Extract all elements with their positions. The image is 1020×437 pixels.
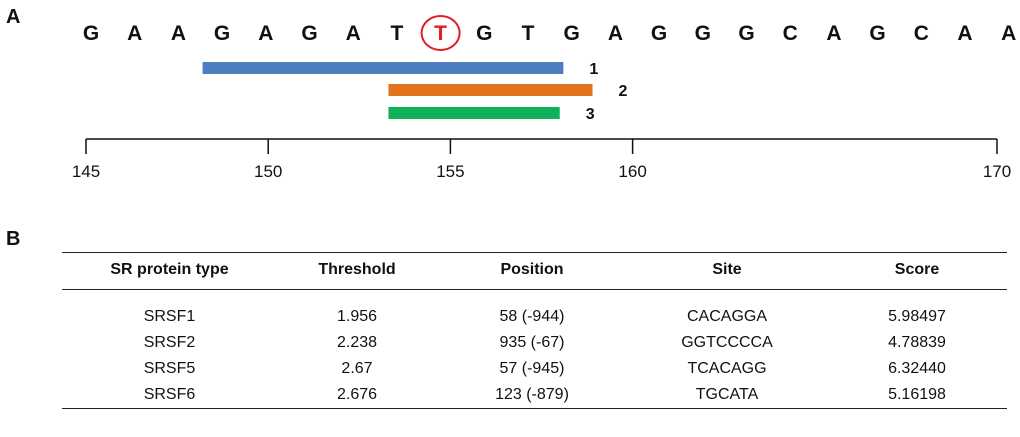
nucleotide: A bbox=[127, 22, 142, 45]
cell-threshold: 2.67 bbox=[341, 360, 373, 377]
cell-score: 4.78839 bbox=[888, 334, 946, 351]
table-row: SRSF6 2.676 123 (-879) TGCATA 5.16198 bbox=[62, 382, 1007, 409]
cell-score: 5.16198 bbox=[827, 382, 1007, 409]
tick-label: 170 bbox=[983, 162, 1011, 181]
bar-label-1: 1 bbox=[589, 61, 598, 78]
tick-label: 150 bbox=[254, 162, 282, 181]
cell-position: 58 (-944) bbox=[499, 308, 565, 325]
tick-label: 145 bbox=[72, 162, 100, 181]
cell-protein: SRSF5 bbox=[143, 360, 196, 377]
cell-position: 123 (-879) bbox=[437, 382, 627, 409]
nucleotide: T bbox=[522, 22, 535, 45]
nucleotide: T bbox=[390, 22, 403, 45]
cell-position: 935 (-67) bbox=[499, 334, 565, 351]
nucleotide: A bbox=[608, 22, 623, 45]
header-sr-protein-type: SR protein type bbox=[62, 252, 277, 290]
cell-protein: SRSF1 bbox=[143, 308, 196, 325]
table-row: SRSF2 2.238 935 (-67) GGTCCCCA 4.78839 bbox=[62, 330, 1007, 356]
cell-site: TCACAGG bbox=[687, 360, 767, 377]
nucleotide: C bbox=[914, 22, 929, 45]
sr-protein-table: SR protein type Threshold Position Site … bbox=[62, 252, 1007, 409]
nucleotide: A bbox=[171, 22, 186, 45]
nucleotide: A bbox=[258, 22, 273, 45]
panel-label-b: B bbox=[6, 228, 21, 250]
header-site: Site bbox=[627, 252, 827, 290]
nucleotide: A bbox=[957, 22, 972, 45]
table-row: SRSF5 2.67 57 (-945) TCACAGG 6.32440 bbox=[62, 356, 1007, 382]
bar-2 bbox=[388, 84, 593, 96]
highlight-circle bbox=[420, 15, 461, 51]
nucleotide: A bbox=[1001, 22, 1016, 45]
bar-label-2: 2 bbox=[619, 83, 628, 100]
cell-position: 57 (-945) bbox=[499, 360, 565, 377]
nucleotide: G bbox=[83, 22, 99, 45]
cell-threshold: 1.956 bbox=[336, 308, 378, 325]
nucleotide: G bbox=[695, 22, 711, 45]
nucleotide: G bbox=[869, 22, 885, 45]
nucleotide: C bbox=[783, 22, 798, 45]
table-row: SRSF1 1.956 58 (-944) CACAGGA 5.98497 bbox=[62, 290, 1007, 331]
cell-protein: SRSF6 bbox=[62, 382, 277, 409]
nucleotide: G bbox=[651, 22, 667, 45]
cell-score: 5.98497 bbox=[888, 308, 946, 325]
highlighted-nucleotide: T bbox=[434, 22, 447, 45]
nucleotide: G bbox=[214, 22, 230, 45]
table-header-row: SR protein type Threshold Position Site … bbox=[62, 252, 1007, 290]
tick-label: 155 bbox=[436, 162, 464, 181]
cell-protein: SRSF2 bbox=[143, 334, 196, 351]
cell-threshold: 2.238 bbox=[336, 334, 378, 351]
header-position: Position bbox=[437, 252, 627, 290]
bar-label-3: 3 bbox=[586, 106, 595, 123]
cell-site: GGTCCCCA bbox=[681, 334, 773, 351]
cell-site: CACAGGA bbox=[686, 308, 767, 325]
header-threshold: Threshold bbox=[277, 252, 437, 290]
cell-score: 6.32440 bbox=[888, 360, 946, 377]
tick-label: 160 bbox=[618, 162, 646, 181]
nucleotide: G bbox=[564, 22, 580, 45]
cell-threshold: 2.676 bbox=[277, 382, 437, 409]
header-score: Score bbox=[827, 252, 1007, 290]
nucleotide: A bbox=[346, 22, 361, 45]
bar-3 bbox=[388, 107, 560, 119]
nucleotide: G bbox=[476, 22, 492, 45]
bar-1 bbox=[202, 62, 564, 74]
nucleotide: G bbox=[738, 22, 754, 45]
panel-label-a: A bbox=[6, 6, 21, 28]
nucleotide: G bbox=[301, 22, 317, 45]
nucleotide: A bbox=[826, 22, 841, 45]
cell-site: TGCATA bbox=[627, 382, 827, 409]
